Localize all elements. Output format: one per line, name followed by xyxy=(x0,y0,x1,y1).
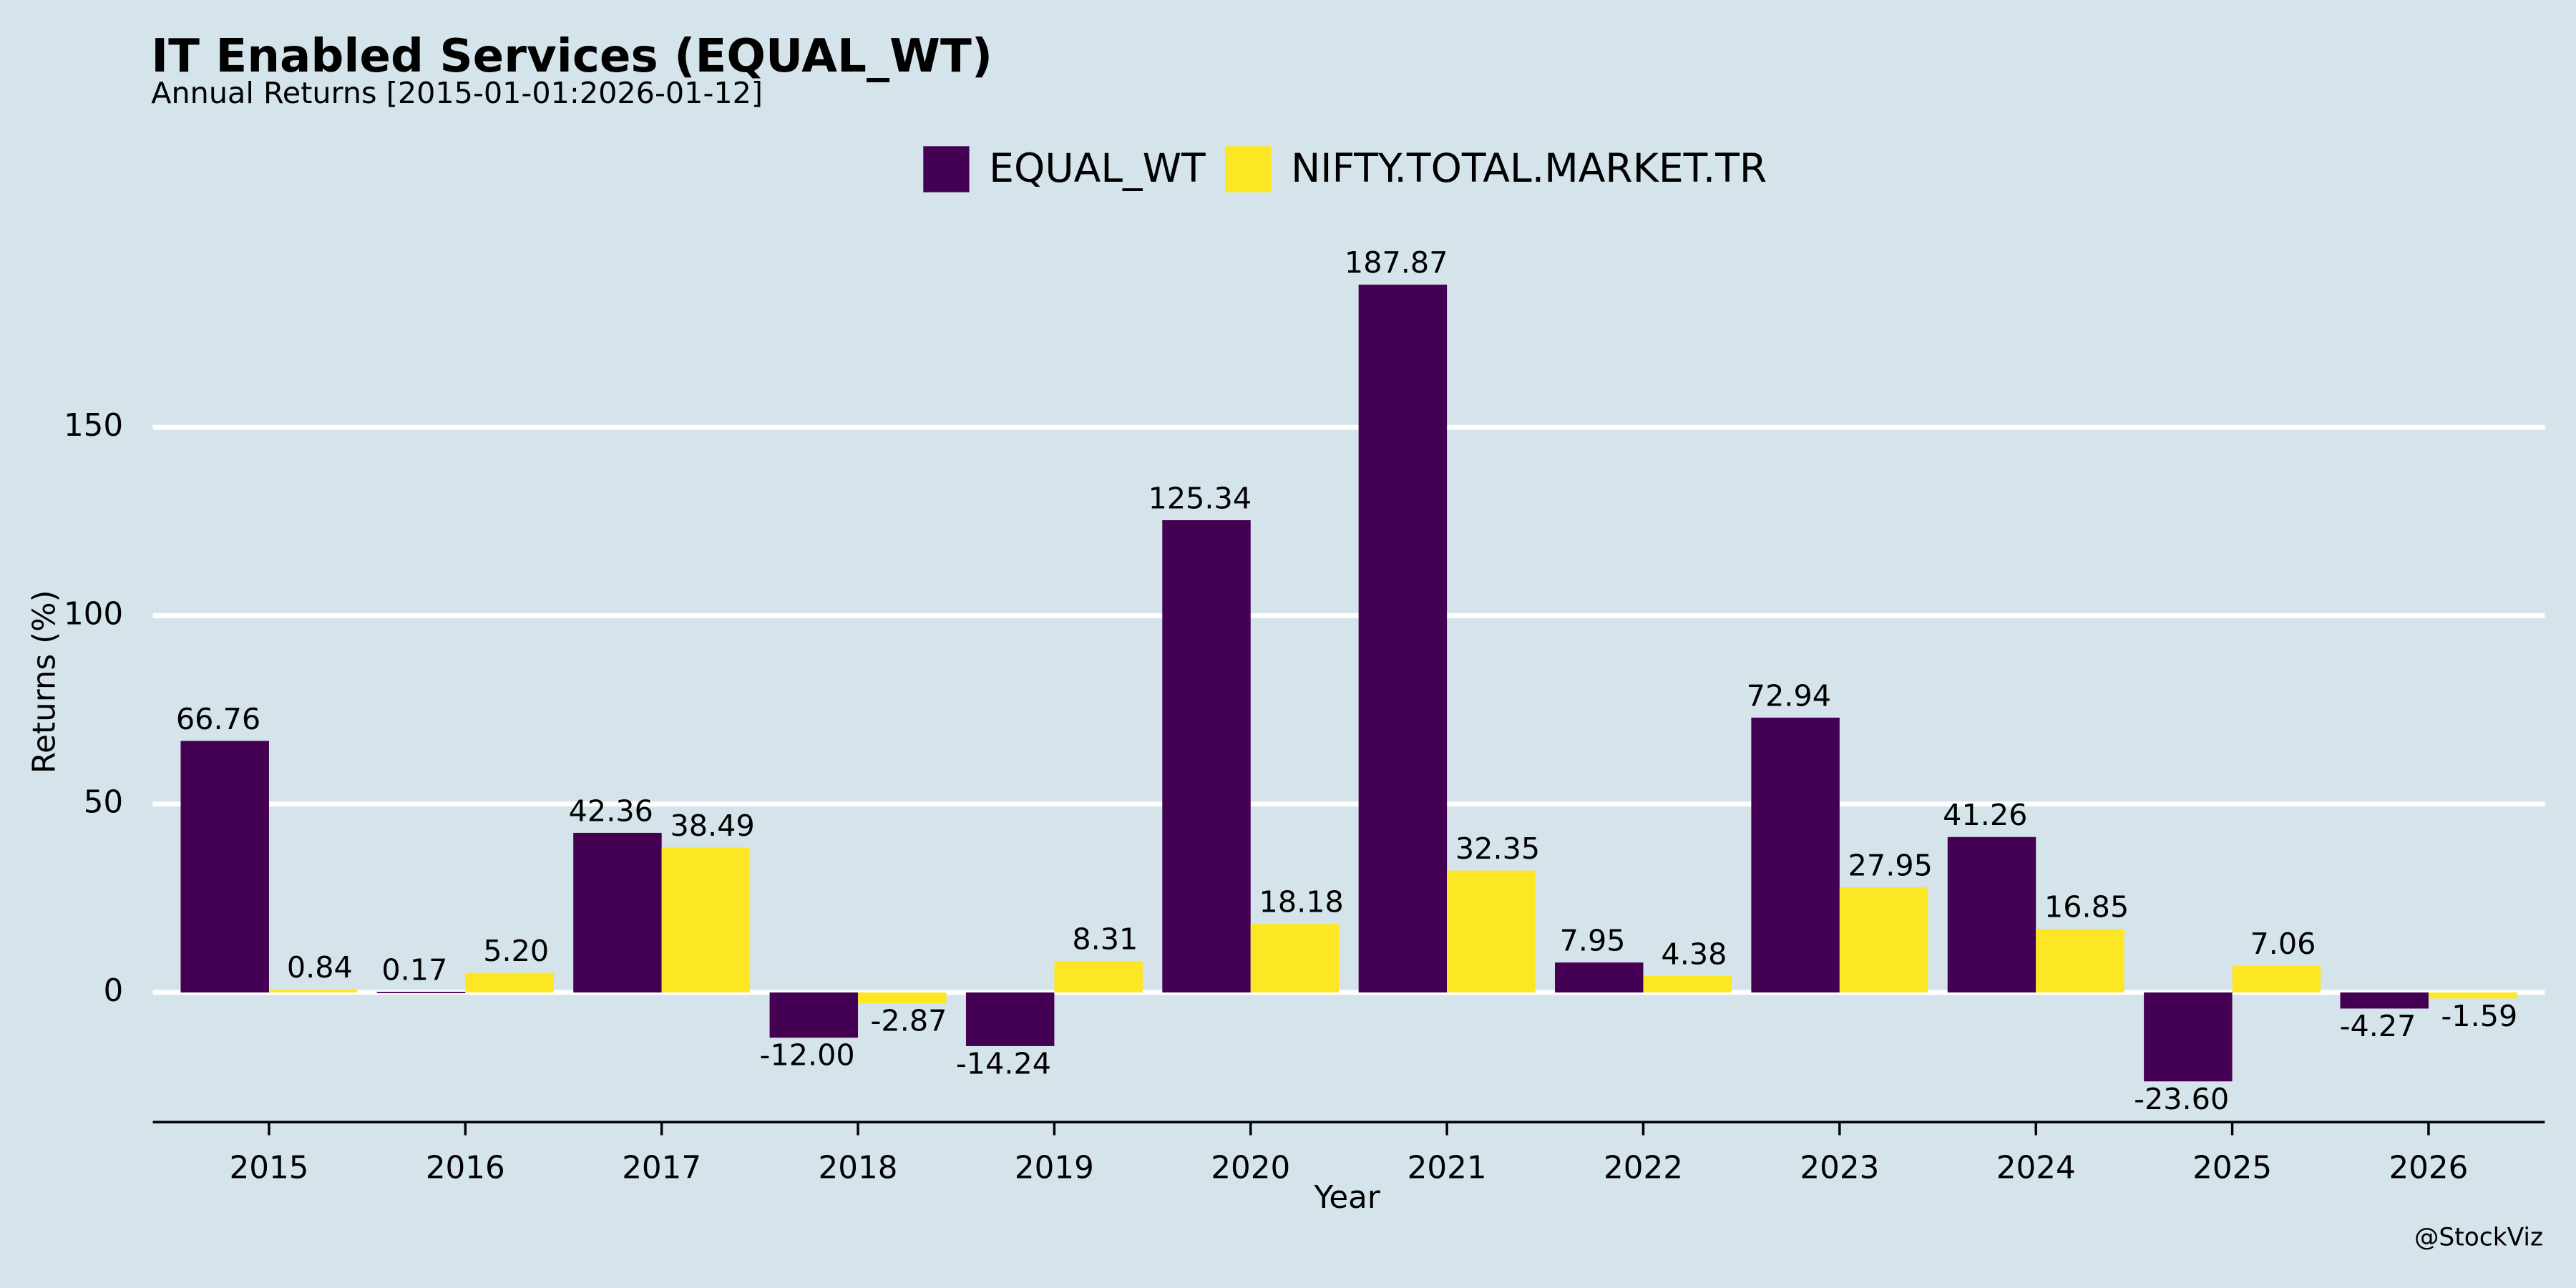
y-tick-label: 100 xyxy=(64,596,123,632)
x-tick-label: 2025 xyxy=(2192,1151,2272,1186)
legend-swatch xyxy=(1225,146,1272,192)
value-label: 7.06 xyxy=(2250,927,2316,961)
legend-swatch xyxy=(923,146,970,192)
bar xyxy=(965,992,1055,1046)
value-label: 0.84 xyxy=(287,950,353,985)
bar xyxy=(2232,965,2321,992)
legend-label: NIFTY.TOTAL.MARKET.TR xyxy=(1291,145,1767,191)
y-axis-title: Returns (%) xyxy=(26,590,62,774)
bar xyxy=(1162,519,1251,992)
credit: @StockViz xyxy=(2414,1224,2543,1252)
bar xyxy=(1751,717,1840,992)
x-tick-label: 2020 xyxy=(1211,1151,1290,1186)
bar xyxy=(2340,992,2429,1009)
x-tick-label: 2023 xyxy=(1800,1151,1879,1186)
bar xyxy=(769,992,859,1038)
legend-label: EQUAL_WT xyxy=(989,145,1206,191)
value-label: 187.87 xyxy=(1345,245,1448,280)
value-label: 27.95 xyxy=(1848,848,1933,882)
bar xyxy=(1947,836,2036,992)
bar xyxy=(1555,962,1644,992)
value-label: 18.18 xyxy=(1259,885,1344,919)
chart-subtitle: Annual Returns [2015-01-01:2026-01-12] xyxy=(151,76,763,110)
bar xyxy=(1447,870,1536,992)
bar xyxy=(180,741,269,992)
bar xyxy=(1358,284,1448,992)
value-label: 42.36 xyxy=(569,794,653,828)
bar xyxy=(1839,887,1928,992)
value-label: 16.85 xyxy=(2044,890,2129,924)
value-label: 7.95 xyxy=(1560,924,1626,958)
value-label: 5.20 xyxy=(483,934,549,968)
value-label: 0.17 xyxy=(381,953,447,987)
x-tick-label: 2016 xyxy=(426,1151,505,1186)
y-tick-label: 150 xyxy=(64,408,123,444)
x-tick-label: 2019 xyxy=(1015,1151,1094,1186)
bar xyxy=(465,972,554,992)
bar xyxy=(2144,992,2233,1082)
x-tick-label: 2018 xyxy=(819,1151,898,1186)
bar xyxy=(858,992,947,1004)
bar xyxy=(1643,975,1732,992)
x-tick-label: 2021 xyxy=(1407,1151,1487,1186)
x-axis-title: Year xyxy=(1313,1180,1380,1216)
x-tick-label: 2015 xyxy=(229,1151,308,1186)
bar xyxy=(1250,924,1340,992)
x-tick-label: 2022 xyxy=(1604,1151,1683,1186)
y-tick-label: 0 xyxy=(103,973,123,1009)
value-label: -14.24 xyxy=(956,1047,1051,1081)
value-label: 125.34 xyxy=(1148,481,1252,515)
bar xyxy=(268,989,358,992)
bar xyxy=(661,847,751,992)
value-label: 72.94 xyxy=(1747,678,1831,713)
chart-title: IT Enabled Services (EQUAL_WT) xyxy=(151,29,992,83)
bar xyxy=(2036,929,2124,992)
bar xyxy=(573,832,662,992)
value-label: 41.26 xyxy=(1943,798,2027,832)
value-label: 8.31 xyxy=(1072,922,1138,957)
bar xyxy=(376,992,466,993)
value-label: 32.35 xyxy=(1455,831,1540,866)
value-label: 38.49 xyxy=(670,809,754,843)
y-tick-label: 50 xyxy=(84,785,124,821)
x-tick-label: 2017 xyxy=(622,1151,701,1186)
value-label: -1.59 xyxy=(2441,999,2517,1033)
value-label: -4.27 xyxy=(2340,1009,2416,1043)
value-label: 66.76 xyxy=(176,702,260,736)
value-label: 4.38 xyxy=(1661,937,1727,971)
bar xyxy=(1054,961,1143,992)
x-tick-label: 2026 xyxy=(2389,1151,2468,1186)
x-tick-label: 2024 xyxy=(1996,1151,2076,1186)
value-label: -23.60 xyxy=(2134,1082,2229,1116)
value-label: -2.87 xyxy=(871,1004,947,1038)
bar xyxy=(2428,992,2517,999)
value-label: -12.00 xyxy=(760,1038,855,1073)
